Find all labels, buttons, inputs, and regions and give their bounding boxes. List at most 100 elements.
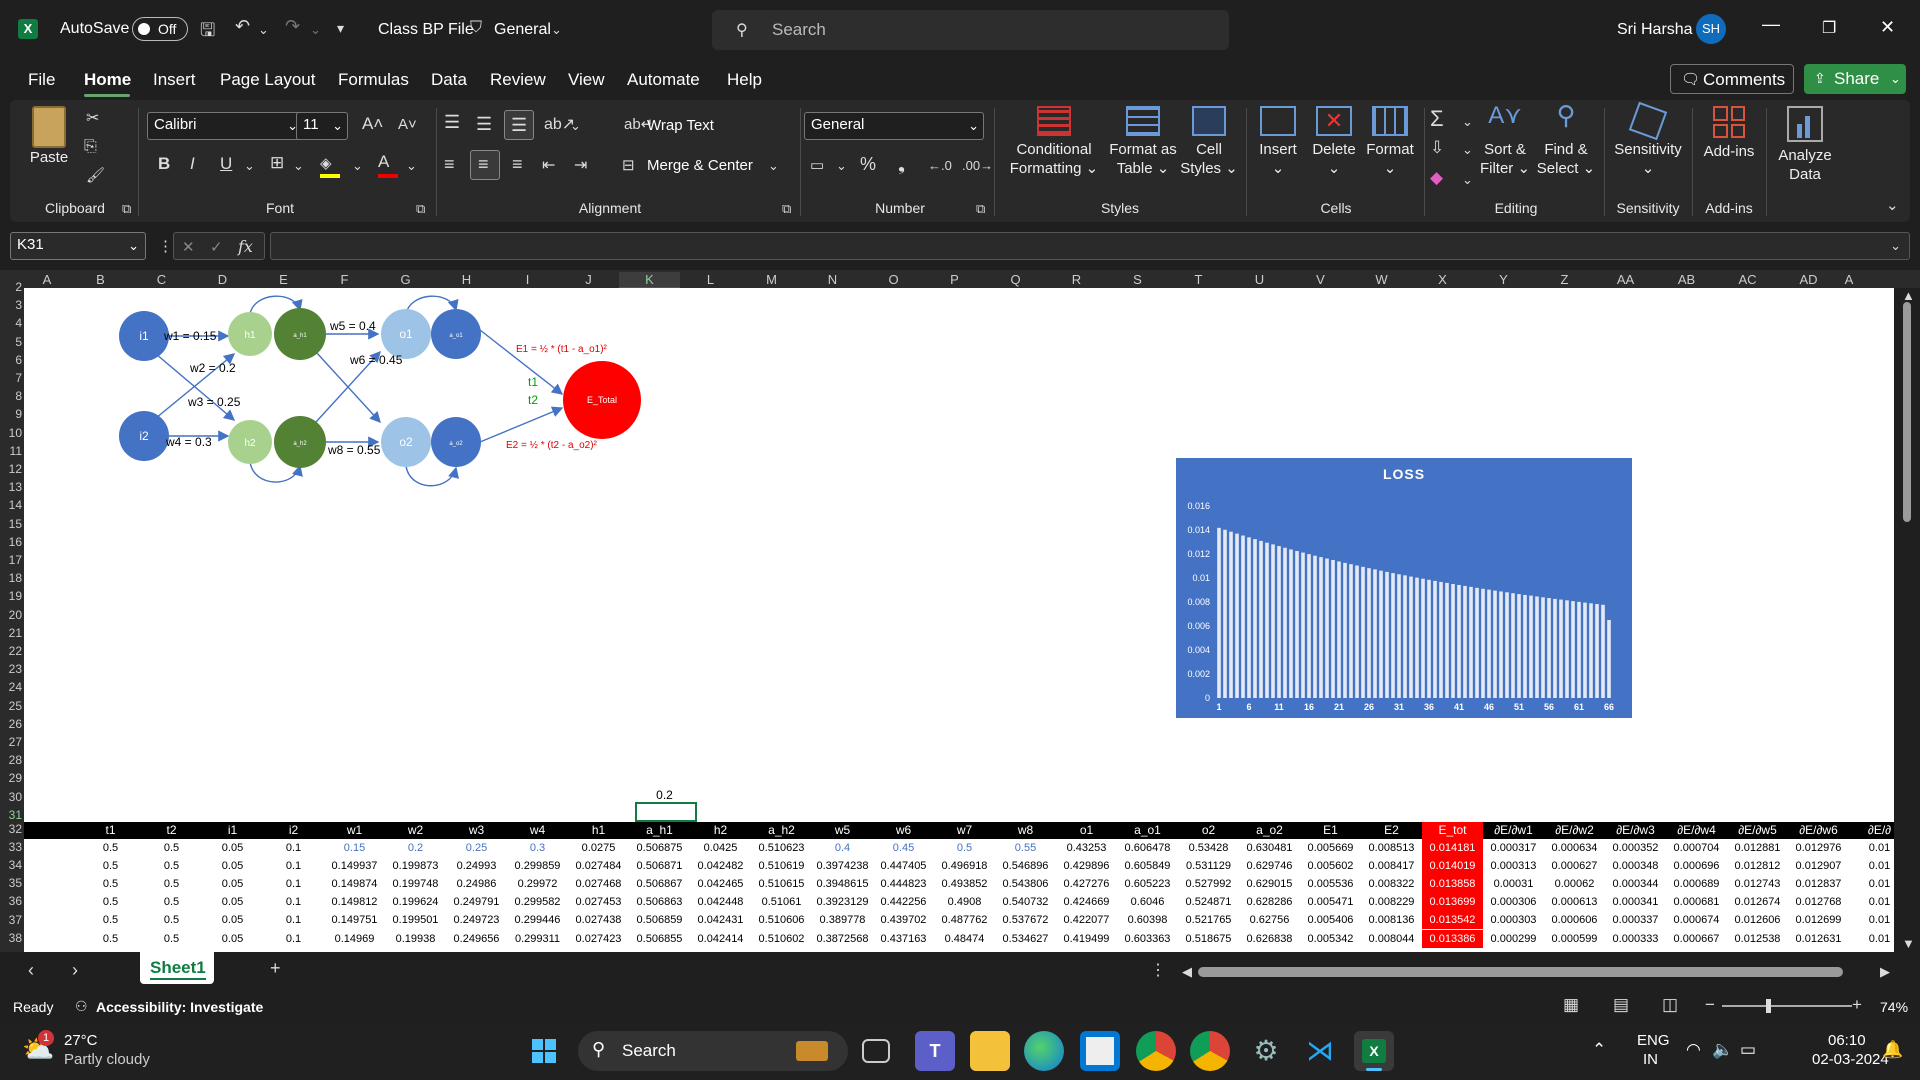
file-explorer-icon[interactable] xyxy=(970,1031,1010,1071)
table-cell[interactable]: 0.510606 xyxy=(758,914,805,927)
column-header[interactable]: A xyxy=(1844,272,1854,287)
table-cell[interactable]: 0.605223 xyxy=(1124,878,1171,891)
table-cell[interactable]: 0.000317 xyxy=(1490,842,1537,854)
table-cell[interactable]: 0.419499 xyxy=(1063,932,1110,945)
table-cell[interactable]: 0.149874 xyxy=(331,878,378,891)
table-cell[interactable]: 0.00062 xyxy=(1554,878,1595,891)
row-header[interactable]: 14 xyxy=(8,498,22,513)
excel-taskbar-icon[interactable]: X xyxy=(1354,1031,1394,1071)
column-header[interactable]: E xyxy=(279,272,288,287)
sensitivity-button[interactable]: Sensitivity ⌄ xyxy=(1608,101,1688,178)
insert-cells-button[interactable]: Insert ⌄ xyxy=(1248,106,1308,178)
expand-formula-icon[interactable]: ⌄ xyxy=(1890,238,1901,253)
align-center-button[interactable]: ≡ xyxy=(470,150,500,180)
row-header[interactable]: 32 xyxy=(8,822,22,836)
sheet-options-icon[interactable]: ⋮ xyxy=(1150,962,1166,979)
row-header[interactable]: 18 xyxy=(8,571,22,586)
table-cell[interactable]: 0.543806 xyxy=(1002,878,1049,891)
temperature[interactable]: 27°C xyxy=(64,1032,98,1049)
decrease-font-icon[interactable]: A˅ xyxy=(398,116,417,133)
column-header[interactable]: Z xyxy=(1560,272,1569,287)
table-cell[interactable]: 0.000606 xyxy=(1551,914,1598,927)
column-header[interactable]: K xyxy=(619,272,680,289)
row-header[interactable]: 5 xyxy=(15,334,22,349)
zoom-level[interactable]: 74% xyxy=(1880,999,1909,1015)
table-cell[interactable]: 0.3974238 xyxy=(816,860,869,873)
table-cell[interactable]: 0.5 xyxy=(956,842,973,854)
row-header[interactable]: 24 xyxy=(8,680,22,695)
table-header-cell[interactable]: a_o1 xyxy=(1134,823,1161,837)
table-cell[interactable]: 0.629015 xyxy=(1246,878,1293,891)
table-cell[interactable]: 0.2 xyxy=(407,842,424,854)
paste-button[interactable]: Paste xyxy=(24,106,74,167)
table-cell[interactable]: 0.000333 xyxy=(1612,932,1659,945)
font-name-select[interactable]: Calibri ⌄ xyxy=(147,112,303,140)
table-cell[interactable]: 0.531129 xyxy=(1185,860,1232,873)
table-cell[interactable]: 0.012907 xyxy=(1795,860,1842,873)
column-header[interactable]: AD xyxy=(1799,272,1818,287)
cut-icon[interactable]: ✂ xyxy=(86,110,100,127)
table-cell[interactable]: 0.008229 xyxy=(1368,896,1415,909)
table-cell[interactable]: 0.013542 xyxy=(1422,911,1483,930)
tab-home[interactable]: Home xyxy=(84,70,132,89)
table-cell[interactable]: 0.506871 xyxy=(636,860,683,873)
table-header-cell[interactable]: ∂E/∂w2 xyxy=(1555,823,1594,837)
scroll-up-icon[interactable]: ▲ xyxy=(1902,288,1915,303)
format-painter-icon[interactable]: 🖌 xyxy=(86,167,106,184)
undo-icon[interactable]: ↶ xyxy=(235,16,251,36)
table-cell[interactable]: 0.05 xyxy=(221,860,244,873)
row-header[interactable]: 21 xyxy=(8,625,22,640)
table-cell[interactable]: 0.042482 xyxy=(697,860,744,873)
table-cell[interactable]: 0.249723 xyxy=(453,914,500,927)
table-cell[interactable]: 0.5 xyxy=(102,860,119,873)
close-icon[interactable]: ✕ xyxy=(1880,17,1896,37)
table-header-cell[interactable]: ∂E/∂w5 xyxy=(1738,823,1777,837)
table-cell[interactable]: 0.510619 xyxy=(758,860,805,873)
font-color-dropdown-icon[interactable]: ⌄ xyxy=(406,158,417,173)
table-cell[interactable]: 0.439702 xyxy=(880,914,927,927)
row-header[interactable]: 4 xyxy=(15,316,22,331)
table-cell[interactable]: 0.60398 xyxy=(1127,914,1168,927)
delete-cells-button[interactable]: ✕ Delete ⌄ xyxy=(1312,106,1356,177)
table-cell[interactable]: 0.506855 xyxy=(636,932,683,945)
tab-page-layout[interactable]: Page Layout xyxy=(220,70,316,89)
table-cell[interactable]: 0.01 xyxy=(1868,842,1891,854)
language-line2[interactable]: IN xyxy=(1643,1051,1658,1068)
next-sheet-icon[interactable]: › xyxy=(72,960,78,980)
column-header[interactable]: AC xyxy=(1738,272,1757,287)
table-cell[interactable]: 0.43253 xyxy=(1066,842,1107,854)
more-options-icon[interactable]: ⋮ xyxy=(158,238,173,255)
insert-function-icon[interactable]: fx xyxy=(238,237,253,256)
table-header-cell[interactable]: ∂E/∂ xyxy=(1867,823,1892,837)
table-cell[interactable]: 0.1 xyxy=(285,860,302,873)
clipboard-launcher-icon[interactable]: ⧉ xyxy=(122,201,132,216)
customize-qat-icon[interactable]: ▾ xyxy=(337,20,345,36)
table-cell[interactable]: 0.000689 xyxy=(1673,878,1720,891)
selected-cell-k31[interactable] xyxy=(635,802,697,822)
table-cell[interactable]: 0.51061 xyxy=(761,896,802,909)
table-cell[interactable]: 0.3923129 xyxy=(816,896,869,909)
page-break-view-icon[interactable]: ◫ xyxy=(1662,995,1679,1014)
zoom-slider-thumb[interactable] xyxy=(1766,999,1771,1013)
loss-chart[interactable]: LOSS 0 0.002 0.004 0.006 0.008 0.01 0.012 0.014… xyxy=(1176,458,1632,718)
column-header[interactable]: F xyxy=(340,272,349,287)
table-cell[interactable]: 0.005471 xyxy=(1307,896,1354,909)
cell-k30[interactable]: 0.2 xyxy=(656,788,673,802)
table-cell[interactable]: 0.000313 xyxy=(1490,860,1537,873)
table-header-cell[interactable]: ∂E/∂w3 xyxy=(1616,823,1655,837)
table-cell[interactable]: 0.042414 xyxy=(697,932,744,945)
table-cell[interactable]: 0.447405 xyxy=(880,860,927,873)
scroll-thumb[interactable] xyxy=(1903,302,1911,522)
table-header-cell[interactable]: w1 xyxy=(346,823,363,837)
autosave-toggle[interactable]: Off xyxy=(132,17,188,41)
decrease-decimal-icon[interactable]: .00→ xyxy=(962,158,994,173)
row-header[interactable]: 38 xyxy=(8,930,22,945)
column-header[interactable]: S xyxy=(1133,272,1142,287)
decrease-indent-icon[interactable]: ⇤ xyxy=(542,157,556,174)
table-header-cell[interactable]: ∂E/∂w1 xyxy=(1494,823,1533,837)
table-cell[interactable]: 0.5 xyxy=(163,860,180,873)
battery-icon[interactable]: ▭ xyxy=(1740,1040,1757,1059)
find-select-button[interactable]: ⚲ Find & Select ⌄ xyxy=(1536,100,1596,177)
table-cell[interactable]: 0.027484 xyxy=(575,860,622,873)
row-header[interactable]: 8 xyxy=(15,389,22,404)
